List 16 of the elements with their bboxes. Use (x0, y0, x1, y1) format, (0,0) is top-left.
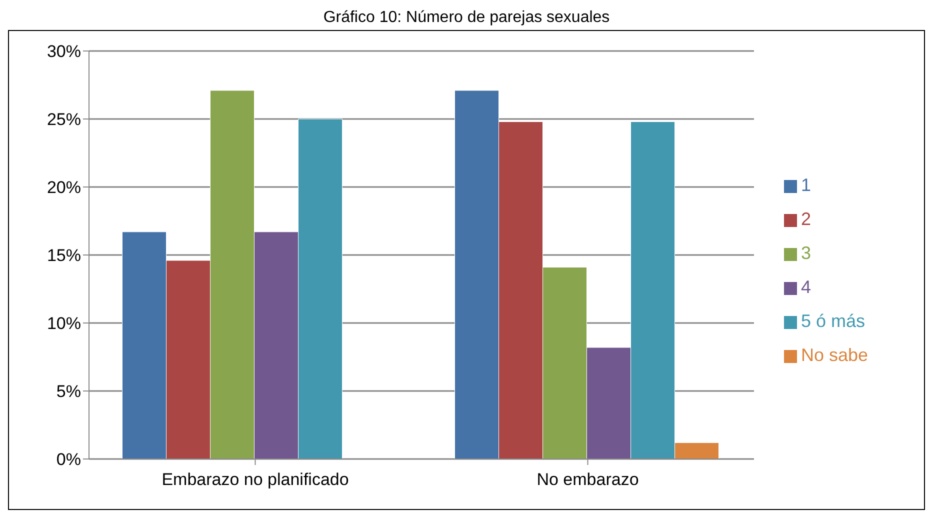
y-tick-label: 10% (46, 314, 81, 334)
y-tick-label: 0% (56, 450, 81, 470)
chart-title: Gráfico 10: Número de parejas sexuales (322, 8, 611, 28)
x-tick-label: Embarazo no planificado (162, 470, 349, 490)
legend-label: 2 (801, 209, 812, 229)
x-tick-label: No embarazo (536, 470, 639, 490)
y-tick-label: 25% (46, 110, 81, 130)
y-tick-label: 20% (46, 178, 81, 198)
legend-label: 3 (801, 243, 812, 263)
legend-label: 4 (801, 277, 812, 297)
y-tick-label: 15% (46, 246, 81, 266)
legend-label: No sabe (801, 345, 868, 365)
y-tick-label: 30% (46, 42, 81, 62)
legend-label: 1 (801, 175, 812, 195)
y-tick-label: 5% (56, 382, 81, 402)
legend-label: 5 ó más (801, 311, 866, 331)
